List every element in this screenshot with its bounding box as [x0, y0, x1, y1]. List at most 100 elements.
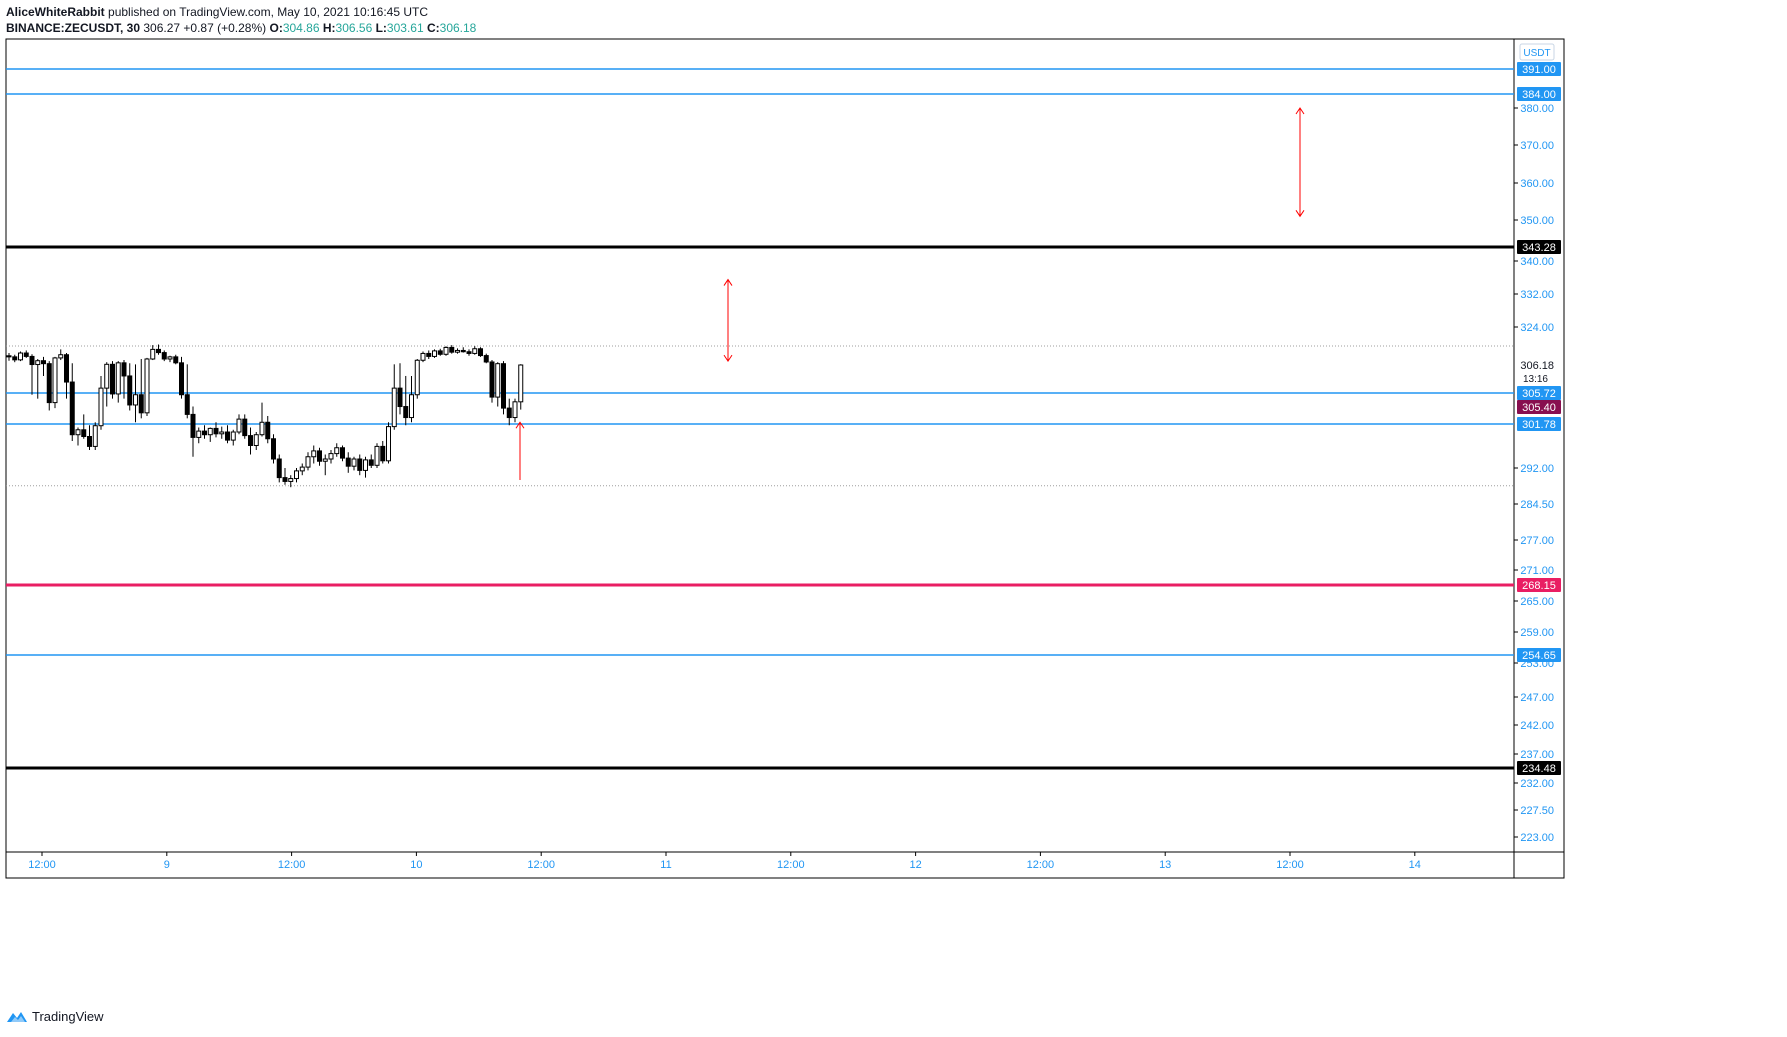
- candle-body: [46, 363, 52, 404]
- x-tick-label: 13: [1159, 859, 1171, 871]
- level-price-tag: [1517, 578, 1561, 592]
- tradingview-logo-icon: [7, 1011, 27, 1022]
- arrow-head: [1295, 210, 1305, 218]
- candle-body: [489, 361, 495, 398]
- candle-body: [501, 363, 506, 409]
- candle-body: [225, 431, 230, 441]
- price-change: +0.87 (+0.28%): [183, 21, 267, 35]
- high-value: 306.56: [335, 21, 373, 35]
- x-tick-label: 12:00: [1027, 859, 1055, 871]
- candle-body: [196, 430, 202, 438]
- candle-body: [345, 457, 351, 467]
- y-tick-label: 271.00: [1520, 565, 1554, 577]
- candle-body: [110, 363, 115, 395]
- y-tick-label: 247.00: [1520, 692, 1554, 704]
- price-now-label: 306.18: [1520, 360, 1554, 372]
- y-tick-label: 227.50: [1520, 805, 1554, 817]
- candle-body: [455, 349, 460, 353]
- x-tick-label: 12:00: [1276, 859, 1304, 871]
- level-price-label: 305.72: [1522, 388, 1556, 400]
- level-price-tag: [1517, 386, 1561, 400]
- low-label: L:: [375, 21, 387, 35]
- y-tick-label: 265.00: [1520, 596, 1554, 608]
- candle-body: [483, 355, 489, 363]
- candle-body: [52, 357, 58, 404]
- y-tick-label: 242.00: [1520, 720, 1554, 732]
- candle-body: [150, 348, 156, 360]
- level-price-tag: [1517, 87, 1561, 101]
- author-name[interactable]: AliceWhiteRabbit: [6, 5, 105, 19]
- close-label: C:: [426, 21, 440, 35]
- candle-body: [460, 349, 466, 353]
- candle-body: [265, 421, 271, 440]
- candle-body: [127, 375, 133, 406]
- level-price-tag: [1517, 62, 1561, 76]
- candle-body: [115, 362, 121, 395]
- candle-body: [138, 394, 144, 414]
- candle-body: [363, 459, 368, 471]
- candle-body: [167, 356, 173, 360]
- arrow-head: [1295, 107, 1305, 115]
- candle-body: [426, 352, 432, 357]
- candle-body: [449, 346, 455, 353]
- open-label: O:: [269, 21, 283, 35]
- candle-body: [207, 427, 213, 436]
- candle-body: [6, 355, 12, 358]
- currency-label: USDT: [1523, 48, 1550, 59]
- candle-body: [299, 466, 305, 472]
- candle-body: [357, 458, 363, 471]
- y-tick-label: 340.00: [1520, 256, 1554, 268]
- x-tick-label: 9: [164, 859, 170, 871]
- x-tick-label: 12:00: [28, 859, 56, 871]
- candle-body: [190, 413, 196, 438]
- x-tick-label: 12: [909, 859, 921, 871]
- x-tick-label: 12:00: [278, 859, 306, 871]
- level-price-tag: [1517, 761, 1561, 775]
- current-price-label: 305.40: [1522, 402, 1556, 414]
- candle-body: [104, 363, 110, 389]
- candle-body: [518, 364, 524, 403]
- candle-body: [253, 434, 259, 447]
- x-tick-label: 11: [660, 859, 671, 871]
- level-price-label: 343.28: [1522, 242, 1556, 254]
- candle-body: [294, 470, 299, 480]
- candle-body: [305, 456, 311, 468]
- y-tick-label: 324.00: [1520, 322, 1554, 334]
- candle-body: [374, 445, 380, 466]
- y-tick-label: 232.00: [1520, 778, 1554, 790]
- y-tick-label: 259.00: [1520, 627, 1554, 639]
- chart-frame: [5, 38, 1565, 879]
- x-tick-label: 10: [410, 859, 422, 871]
- y-tick-label: 332.00: [1520, 289, 1554, 301]
- candle-body: [351, 458, 357, 467]
- countdown-label: 13:16: [1523, 374, 1548, 385]
- candle-body: [133, 394, 138, 406]
- y-tick-label: 237.00: [1520, 749, 1554, 761]
- candle-body: [87, 436, 92, 447]
- candle-body: [173, 356, 179, 364]
- currency-badge: [1519, 43, 1555, 61]
- candle-body: [230, 431, 236, 441]
- footer-brand[interactable]: TradingView: [6, 1009, 104, 1024]
- y-tick-label: 350.00: [1520, 215, 1554, 227]
- candle-body: [271, 438, 276, 460]
- level-price-label: 234.48: [1522, 763, 1556, 775]
- symbol-name[interactable]: BINANCE:ZECUSDT, 30: [6, 21, 141, 35]
- candle-body: [92, 425, 98, 447]
- candle-body: [242, 418, 248, 437]
- candle-body: [340, 447, 345, 459]
- candle-body: [41, 360, 46, 365]
- x-tick-label: 12:00: [527, 859, 555, 871]
- candle-body: [202, 430, 207, 436]
- high-label: H:: [322, 21, 336, 35]
- footer-brand-label: TradingView: [32, 1009, 104, 1024]
- candle-body: [156, 348, 161, 354]
- candle-body: [161, 352, 167, 360]
- candle-body: [328, 453, 334, 460]
- arrow-head: [723, 278, 733, 286]
- candle-body: [18, 352, 23, 361]
- x-tick-label: 14: [1409, 859, 1421, 871]
- y-tick-label: 380.00: [1520, 103, 1554, 115]
- candle-body: [259, 421, 265, 436]
